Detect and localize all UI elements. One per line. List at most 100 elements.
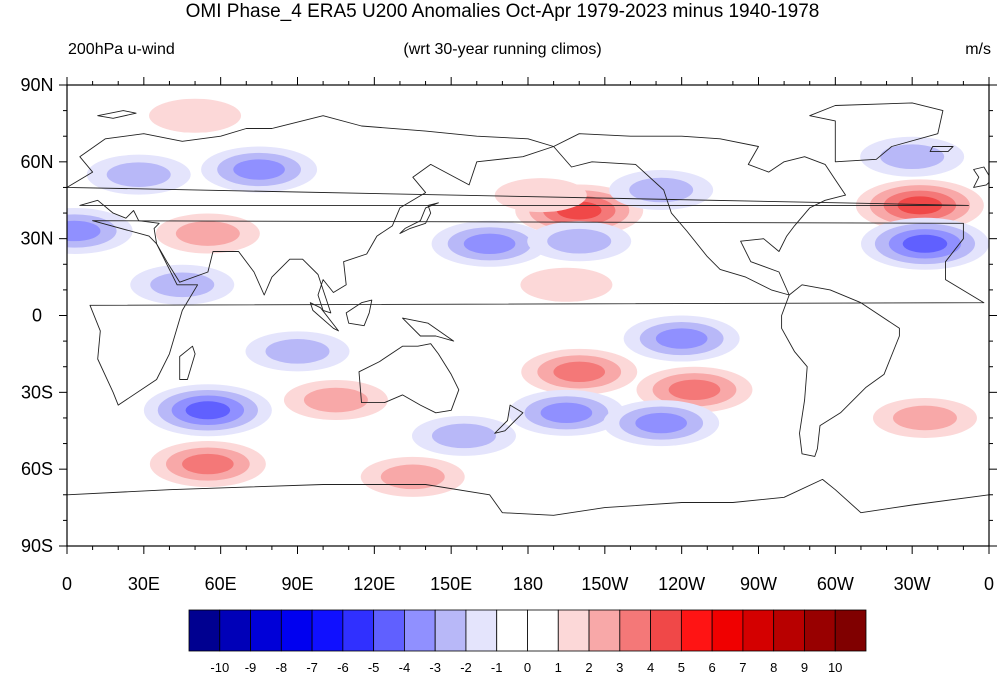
colorbar-label: 2 — [585, 660, 592, 675]
colorbar-swatch — [588, 609, 621, 652]
anomaly-contour — [668, 379, 721, 400]
coastline — [179, 345, 196, 380]
colorbar-swatch — [311, 609, 344, 652]
lon-tick-label: 60W — [817, 574, 854, 594]
lon-tick-label: 120E — [353, 574, 395, 594]
coastline — [97, 110, 137, 119]
anomaly-contour — [463, 233, 516, 254]
anomaly-contour — [175, 221, 240, 246]
climatology-note: (wrt 30-year running climos) — [403, 41, 602, 58]
lat-tick-label: 30N — [20, 229, 53, 249]
anomaly-contour — [635, 412, 687, 434]
colorbar-label: -7 — [306, 660, 318, 675]
colorbar-label: -3 — [429, 660, 441, 675]
lat-tick-label: 0 — [32, 306, 42, 326]
colorbar-swatch — [496, 609, 528, 652]
colorbar-swatch — [557, 609, 590, 652]
lon-tick-label: 30E — [128, 574, 160, 594]
colorbar-swatch — [711, 609, 744, 652]
colorbar-label: 5 — [678, 660, 685, 675]
colorbar-swatch — [250, 609, 282, 652]
anomaly-contour — [67, 220, 101, 242]
longitude-labels: 0 30E 60E 90E 120E 150E 180 150W 120W 90W 60W 30W 0 — [62, 574, 994, 594]
anomaly-contour — [233, 159, 285, 180]
anomaly-contour — [303, 387, 368, 413]
lon-tick-label: 120W — [658, 574, 705, 594]
variable-label: 200hPa u-wind — [68, 41, 175, 58]
anomaly-contour — [185, 401, 231, 420]
anomaly-contour — [265, 339, 330, 364]
anomaly-region — [245, 331, 350, 372]
colorbar-swatch — [404, 609, 436, 652]
anomaly-region — [860, 217, 989, 270]
colorbar-label: -9 — [245, 660, 257, 675]
colorbar-swatch — [773, 609, 805, 652]
colorbar-label: -8 — [276, 660, 288, 675]
anomaly-region — [609, 170, 714, 211]
colorbar-label: 4 — [647, 660, 654, 675]
coastline — [67, 478, 989, 546]
anomaly-region — [520, 267, 613, 302]
colorbar-swatch — [188, 609, 221, 652]
lon-tick-label: 60E — [205, 574, 237, 594]
colorbar-swatch — [527, 609, 559, 652]
colorbar-swatch — [465, 609, 498, 652]
coastline — [402, 317, 455, 342]
colorbar-label: -4 — [399, 660, 411, 675]
anomaly-region — [431, 220, 548, 267]
anomaly-contour — [902, 234, 948, 253]
anomaly-region — [527, 221, 632, 262]
coastline — [345, 299, 373, 327]
coastline — [399, 202, 439, 234]
colorbar-label: 3 — [616, 660, 623, 675]
axis-ticks — [59, 77, 997, 554]
colorbar-label: 10 — [828, 660, 842, 675]
lon-tick-label: 180 — [513, 574, 543, 594]
map-title: OMI Phase_4 ERA5 U200 Anomalies Oct-Apr … — [185, 1, 820, 22]
colorbar-swatch — [342, 609, 375, 652]
coastline — [309, 302, 339, 332]
lat-tick-label: 60S — [21, 459, 53, 479]
coastline — [809, 102, 944, 163]
colorbar-label: 6 — [708, 660, 715, 675]
anomaly-region — [149, 441, 266, 488]
anomaly-region — [411, 415, 516, 456]
coastline — [67, 115, 969, 314]
anomaly-region — [855, 179, 984, 232]
anomaly-region — [283, 380, 388, 421]
coastline — [781, 284, 900, 457]
anomaly-region — [86, 154, 191, 195]
colorbar-swatch — [834, 609, 867, 652]
anomaly-region — [149, 98, 242, 133]
anomaly-contour — [520, 267, 613, 302]
anomaly-region — [143, 384, 272, 437]
colorbar-swatch — [804, 609, 836, 652]
lat-tick-label: 60N — [20, 152, 53, 172]
anomaly-contour — [106, 162, 171, 187]
anomaly-contour — [149, 98, 242, 133]
colorbar-swatch — [619, 609, 651, 652]
colorbar-swatch — [742, 609, 775, 652]
coastline — [358, 343, 460, 414]
anomaly-region — [872, 397, 977, 438]
anomaly-region — [494, 178, 587, 213]
colorbar-swatch — [219, 609, 251, 652]
anomaly-contour — [431, 423, 496, 449]
anomaly-contour — [655, 328, 708, 349]
anomaly-contour — [629, 177, 694, 203]
colorbar-label: -1 — [491, 660, 503, 675]
lat-tick-label: 90S — [21, 536, 53, 556]
anomaly-contour — [880, 144, 945, 170]
anomaly-contour — [494, 178, 587, 213]
coastlines — [67, 102, 989, 546]
coastline — [553, 133, 847, 296]
anomaly-region — [67, 207, 133, 254]
anomaly-region — [521, 348, 638, 395]
anomaly-contour — [553, 361, 606, 383]
lon-tick-label: 0 — [62, 574, 72, 594]
lon-tick-label: 30W — [894, 574, 931, 594]
colorbar — [188, 609, 867, 652]
colorbar-label: -6 — [337, 660, 349, 675]
map-plot-area — [67, 85, 989, 546]
